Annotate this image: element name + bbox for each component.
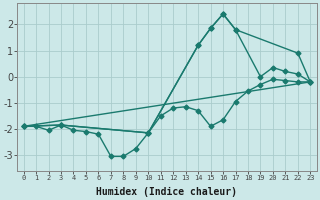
X-axis label: Humidex (Indice chaleur): Humidex (Indice chaleur)	[96, 186, 237, 197]
